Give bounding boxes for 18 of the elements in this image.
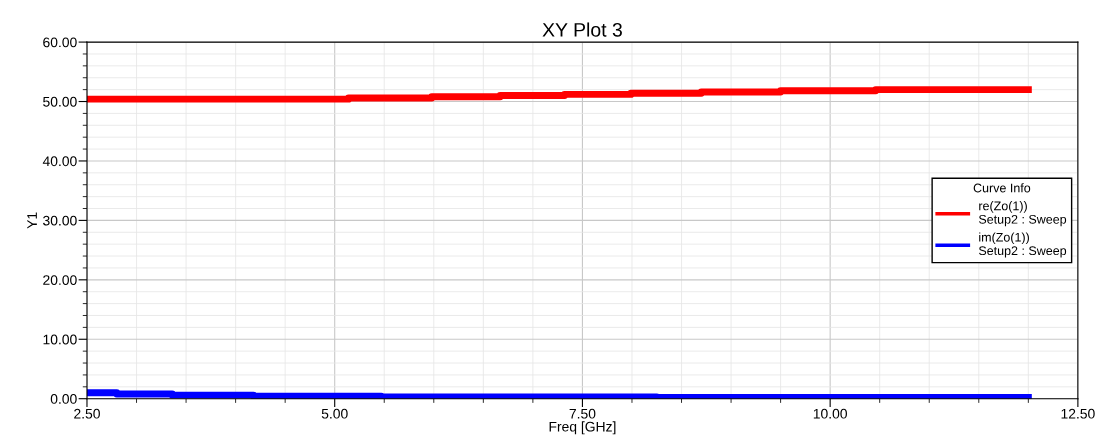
y-tick-label: 50.00 (43, 96, 77, 107)
x-tick-label: 7.50 (569, 408, 596, 419)
y-tick-label: 60.00 (43, 37, 77, 48)
y-tick-label: 30.00 (43, 215, 77, 226)
legend-title: Curve Info (973, 183, 1031, 193)
chart-title: XY Plot 3 (542, 22, 622, 37)
x-tick-label: 5.00 (321, 408, 348, 419)
legend-label: re(Zo(1)) Setup2 : Sweep (978, 201, 1067, 227)
x-tick-label: 2.50 (74, 408, 100, 419)
y-tick-label: 10.00 (43, 334, 77, 345)
x-tick-label: 10.00 (813, 408, 847, 419)
y-axis-title: Y1 (27, 212, 37, 229)
y-tick-label: 20.00 (43, 275, 77, 285)
x-tick-label: 12.50 (1061, 408, 1095, 419)
legend-label: im(Zo(1)) Setup2 : Sweep (978, 232, 1067, 258)
y-tick-label: 0.00 (50, 394, 77, 404)
x-axis-title: Freq [GHz] (549, 421, 616, 435)
y-tick-label: 40.00 (42, 156, 77, 167)
